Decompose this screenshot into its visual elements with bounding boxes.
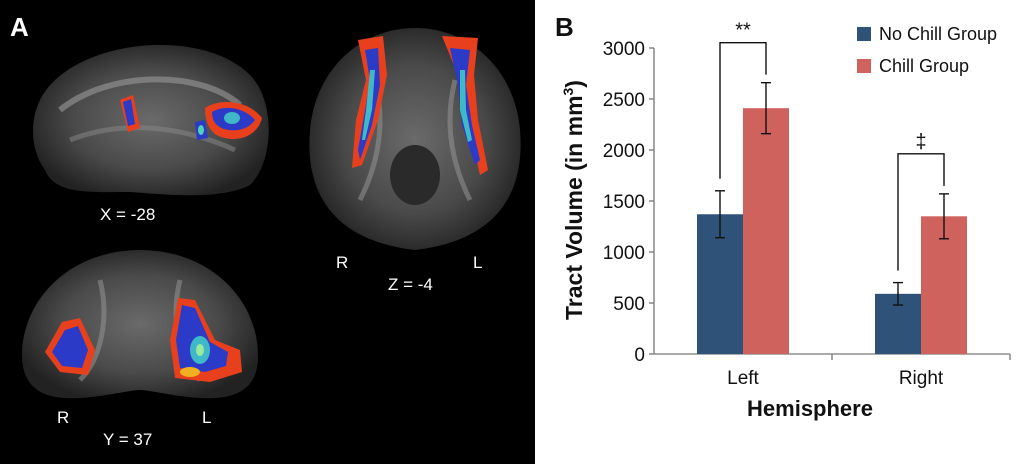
tract-volume-chart: 0 500 1000 1500 2000 2500 3000 Left Right ** ‡ No… xyxy=(560,20,1011,421)
x-tick-label: Left xyxy=(727,368,759,389)
axial-right-side-label: L xyxy=(473,253,483,272)
sagittal-coord-label: X = -28 xyxy=(100,205,156,224)
x-tick-label: Right xyxy=(899,368,944,389)
panel-b-letter: B xyxy=(555,12,574,42)
y-tick-label: 3000 xyxy=(603,39,645,60)
bar xyxy=(743,108,789,355)
y-axis-label: Tract Volume (in mm3) xyxy=(560,80,587,320)
axial-coord-label: Z = -4 xyxy=(388,275,433,294)
y-tick-label: 500 xyxy=(613,294,645,315)
panel-a-brain-images: A xyxy=(0,0,535,464)
y-tick-label: 2000 xyxy=(603,141,645,162)
legend-swatch xyxy=(857,59,871,73)
axial-slice xyxy=(309,28,521,250)
panel-b-bar-chart: B 0 500 1000 1500 2000 2500 3000 Left Right ** ‡ … xyxy=(535,0,1024,464)
coronal-coord-label: Y = 37 xyxy=(103,430,153,449)
panel-a-letter: A xyxy=(10,12,29,42)
significance-marker: ** xyxy=(735,20,751,42)
legend-label: Chill Group xyxy=(879,56,969,76)
y-tick-label: 1500 xyxy=(603,192,645,213)
legend-swatch xyxy=(857,27,871,41)
y-tick-label: 2500 xyxy=(603,90,645,111)
y-tick-label: 0 xyxy=(634,345,645,366)
coronal-right-side-label: L xyxy=(202,408,212,427)
axial-left-side-label: R xyxy=(336,253,349,272)
brain-images xyxy=(21,28,521,399)
significance-marker: ‡ xyxy=(915,131,926,153)
coronal-left-side-label: R xyxy=(57,408,70,427)
sagittal-slice xyxy=(33,44,269,196)
legend-label: No Chill Group xyxy=(879,24,997,44)
y-tick-label: 1000 xyxy=(603,243,645,264)
coronal-slice xyxy=(21,250,259,399)
significance-bracket xyxy=(897,153,945,271)
x-axis-label: Hemisphere xyxy=(747,396,873,421)
significance-bracket xyxy=(719,41,767,179)
